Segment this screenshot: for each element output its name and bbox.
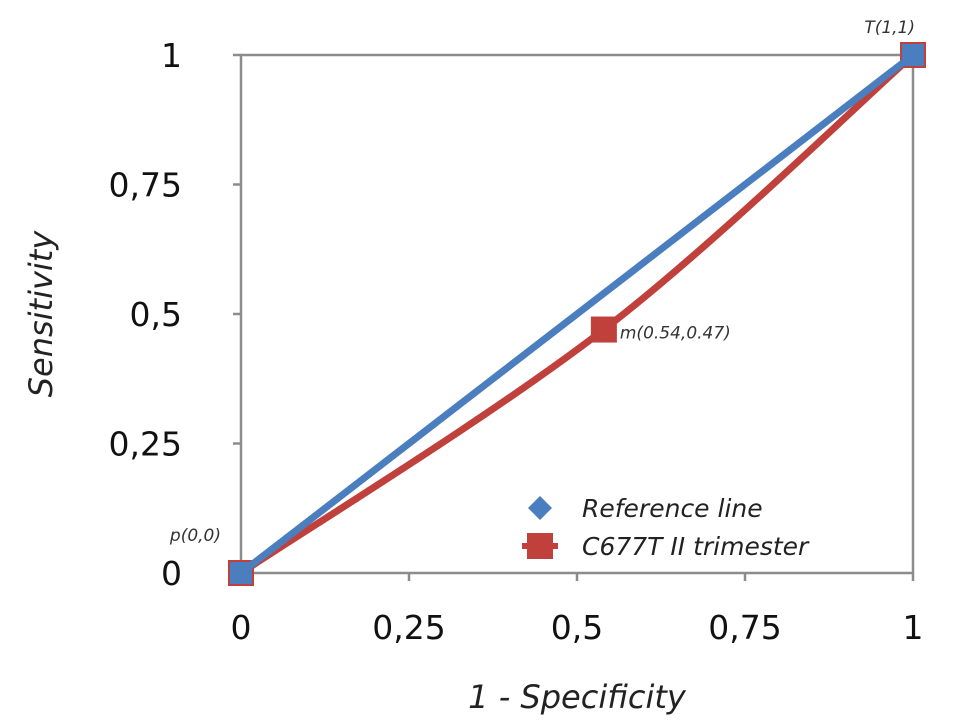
x-tick-label: 0 bbox=[231, 608, 252, 647]
y-tick-label: 0 bbox=[161, 554, 182, 593]
y-tick-label: 0,25 bbox=[109, 425, 182, 464]
x-tick-label: 1 bbox=[903, 608, 924, 647]
point-annotation: m(0.54,0.47) bbox=[620, 324, 731, 344]
legend-label: Reference line bbox=[582, 494, 763, 523]
square-marker bbox=[527, 533, 553, 559]
diamond-marker bbox=[528, 496, 552, 520]
point-annotation: p(0,0) bbox=[169, 526, 221, 546]
series-line-0 bbox=[237, 51, 917, 577]
point-annotation: T(1,1) bbox=[864, 18, 915, 38]
legend-label: C677T II trimester bbox=[582, 532, 810, 561]
y-tick-label: 1 bbox=[161, 36, 182, 75]
legend: Reference line C677T II trimester bbox=[522, 494, 810, 561]
y-tick-label: 0,75 bbox=[109, 166, 182, 205]
endpoint-marker bbox=[902, 44, 924, 66]
y-tick-label: 0,5 bbox=[130, 295, 182, 334]
y-axis-label: Sensitivity bbox=[22, 230, 60, 398]
endpoint-marker bbox=[230, 562, 252, 584]
square-marker bbox=[590, 316, 617, 343]
x-tick-label: 0,75 bbox=[708, 608, 781, 647]
x-tick-label: 0,5 bbox=[551, 608, 603, 647]
x-tick-label: 0,25 bbox=[372, 608, 445, 647]
x-axis-label: 1 - Specificity bbox=[468, 678, 687, 716]
